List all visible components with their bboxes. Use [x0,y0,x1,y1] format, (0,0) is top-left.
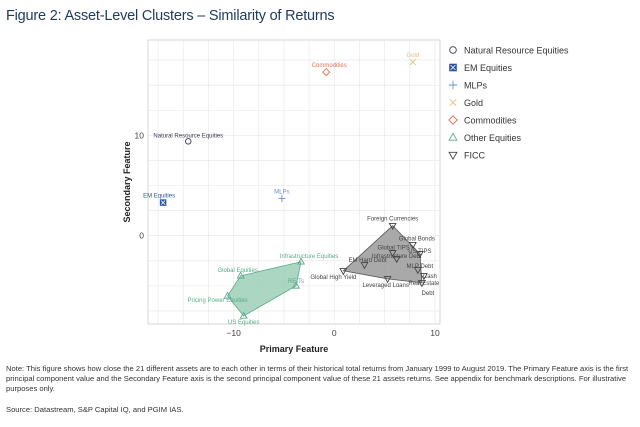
point-label: MLPs [274,190,289,196]
point-label: Global Bonds [399,237,435,243]
x-axis-label: Primary Feature [260,344,329,354]
marker-infrastructure-debt [392,256,401,264]
legend-marker-natural-resource-equities [449,46,457,54]
marker-us-equities [239,311,248,319]
marker-reits [291,281,301,289]
legend-marker-ficc [448,151,458,161]
point-label: Global High Yield [310,275,356,281]
legend-label: Other Equities [464,133,522,143]
marker-natural-resource-equities [185,138,192,145]
legend-label: EM Equities [464,63,513,73]
point-label: EM Hard Debt [348,258,386,264]
point-label: Leveraged Loans [362,283,408,289]
x-tick-label: 10 [430,328,440,338]
legend-marker-commodities [448,115,458,125]
legend-label: Gold [464,98,483,108]
legend: Natural Resource Equities EM Equities MLPs… [448,46,569,161]
marker-commodities [322,67,331,77]
legend-label: FICC [464,151,485,161]
point-label: Cash [423,274,437,280]
marker-cash [419,273,428,281]
marker-infrastructure-equities [297,257,306,265]
point-label: MLP Debt [407,264,434,270]
figure-title: Figure 2: Asset-Level Clusters – Similar… [6,8,335,24]
point-label: US TIPS [408,249,431,255]
cluster-hull-other-equities [227,261,302,317]
marker-us-tips [415,251,424,259]
marker-cross [450,64,456,71]
scatter-chart: Natural Resource Equities EM Equities MLPs… [122,39,569,354]
point-label-real-estate: Real Estate [408,281,440,287]
marker-mlp-debt [413,267,422,275]
cluster-hull-ficc [342,225,423,284]
point-label: Natural Resource Equities [153,133,223,139]
data-points: Natural Resource Equities EM Equities MLPs… [143,53,440,326]
point-label: Commodities [312,63,347,69]
legend-label: Commodities [464,116,517,126]
point-label-debt: Debt [422,291,435,297]
marker-global-bonds [408,242,417,250]
legend-marker-em-equities [449,63,457,72]
legend-marker-gold [449,98,457,107]
x-tick-label: −10 [226,328,241,338]
legend-label: Natural Resource Equities [464,46,569,56]
marker-mlps [278,195,286,203]
point-label: Pricing Power Equities [188,298,248,304]
point-label: EM Equities [143,194,175,200]
marker-em-equities [159,199,167,206]
y-axis-label: Secondary Feature [122,141,132,222]
marker-gold [409,59,416,66]
marker-em-hard-debt [360,262,369,270]
point-label: Foreign Currencies [367,217,418,223]
y-tick-label: 0 [139,231,144,241]
legend-marker-other-equities [448,132,458,141]
figure-note: Note: This figure shows how close the 21… [6,364,629,393]
marker-global-high-yield [339,268,348,276]
cluster-hulls [227,225,423,317]
x-tick-label: 0 [332,328,337,338]
marker-global-equities [236,271,245,279]
point-label: Global Equities [217,268,257,274]
figure-source: Source: Datastream, S&P Capital IQ, and … [6,405,184,414]
marker-foreign-currencies [388,222,397,231]
y-tick-label: 10 [135,130,145,140]
marker-global-tips [388,250,397,258]
legend-label: MLPs [464,81,488,91]
point-label: US Equities [228,320,259,326]
marker-pricing-power-equities [223,291,232,299]
point-label: Gold [406,53,419,59]
axes: −10 0 10 0 10 Primary Feature Secondary Featur… [122,130,440,354]
marker-real-estate-debt [417,280,426,288]
point-label: REITs [288,279,304,285]
point-label: Global TIPS [378,246,410,252]
point-label: Infrastructure Debt [372,254,422,260]
legend-marker-mlps [448,80,458,90]
point-label: Infrastructure Equities [280,254,338,260]
marker-cross [160,200,166,205]
marker-leveraged-loans [383,276,392,284]
